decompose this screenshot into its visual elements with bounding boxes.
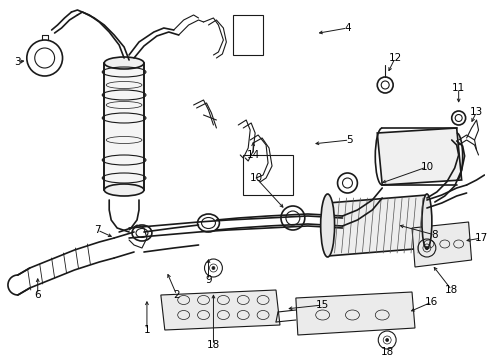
- Text: 3: 3: [15, 57, 21, 67]
- Text: 12: 12: [387, 53, 401, 63]
- Text: 2: 2: [173, 290, 180, 300]
- Text: 11: 11: [451, 83, 465, 93]
- Text: 10: 10: [420, 162, 432, 172]
- Text: 6: 6: [34, 290, 41, 300]
- Circle shape: [454, 114, 461, 122]
- Bar: [104, 63, 143, 190]
- Polygon shape: [295, 292, 414, 335]
- Text: 10: 10: [249, 173, 262, 183]
- Circle shape: [425, 247, 427, 249]
- Text: 17: 17: [474, 233, 487, 243]
- Circle shape: [211, 266, 215, 270]
- Polygon shape: [411, 222, 470, 267]
- Text: 5: 5: [346, 135, 352, 145]
- Ellipse shape: [320, 194, 334, 257]
- Ellipse shape: [104, 184, 143, 196]
- Text: 13: 13: [469, 107, 482, 117]
- Text: 16: 16: [425, 297, 438, 307]
- Text: 9: 9: [205, 275, 211, 285]
- Text: 15: 15: [315, 300, 328, 310]
- Circle shape: [385, 338, 388, 342]
- Text: 18: 18: [206, 340, 220, 350]
- Ellipse shape: [104, 57, 143, 69]
- Text: 18: 18: [380, 347, 393, 357]
- Text: 14: 14: [246, 150, 259, 160]
- Text: 8: 8: [430, 230, 437, 240]
- Polygon shape: [161, 290, 280, 330]
- Polygon shape: [327, 195, 426, 256]
- Text: 7: 7: [94, 225, 101, 235]
- Polygon shape: [376, 128, 461, 185]
- Text: 4: 4: [344, 23, 350, 33]
- Text: 18: 18: [444, 285, 457, 295]
- Ellipse shape: [421, 194, 431, 249]
- Text: 1: 1: [143, 325, 150, 335]
